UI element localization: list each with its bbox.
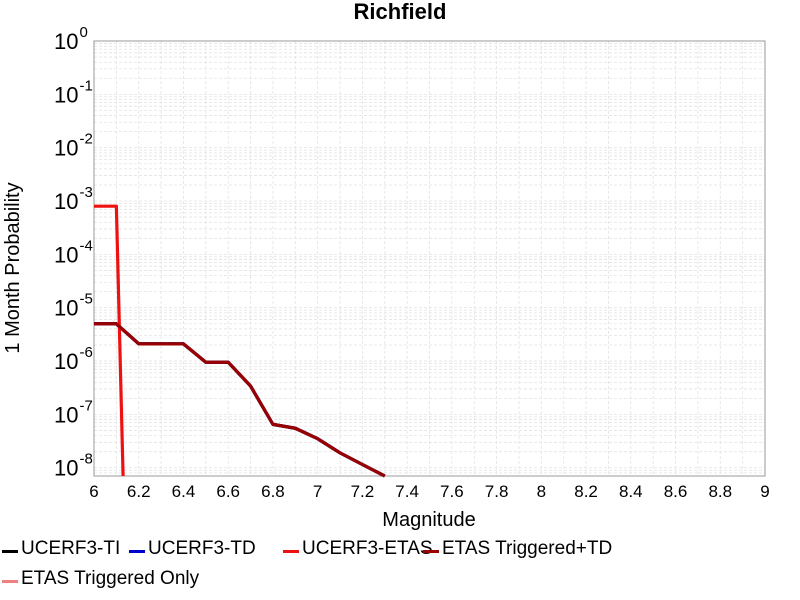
x-tick-label: 8.2 <box>574 482 598 501</box>
x-tick-label: 8.4 <box>619 482 643 501</box>
x-tick-label: 8.6 <box>664 482 688 501</box>
plot-area <box>93 40 766 477</box>
legend-item: UCERF3-TD <box>129 536 256 562</box>
y-tick-label: 10-7 <box>54 397 93 427</box>
x-tick-label: 7 <box>313 482 322 501</box>
legend-swatch <box>2 580 18 584</box>
grid-lines <box>93 41 766 477</box>
series-line-etas-triggered-td <box>94 322 386 478</box>
chart-title: Richfield <box>354 0 447 24</box>
series-line-ucerf3-etas <box>94 204 125 477</box>
legend-label: UCERF3-TD <box>148 538 256 559</box>
y-tick-label: 10-4 <box>54 237 93 267</box>
y-tick-label: 10-3 <box>54 184 93 214</box>
legend-swatch <box>129 550 145 554</box>
legend-swatch <box>283 550 299 554</box>
y-tick-label: 10-8 <box>54 451 93 481</box>
legend-label: ETAS Triggered+TD <box>442 538 613 559</box>
x-tick-label: 7.2 <box>351 482 375 501</box>
y-tick-label: 100 <box>54 24 88 54</box>
x-tick-label: 9 <box>760 482 769 501</box>
y-tick-label: 10-5 <box>54 291 93 321</box>
x-tick-label: 7.6 <box>440 482 464 501</box>
x-tick-label: 8 <box>537 482 546 501</box>
x-tick-label: 6 <box>89 482 98 501</box>
x-tick-label: 6.4 <box>172 482 196 501</box>
legend-swatch <box>2 550 18 554</box>
x-tick-label: 6.2 <box>127 482 151 501</box>
x-axis-label: Magnitude <box>382 509 475 531</box>
legend-item: ETAS Triggered Only <box>2 566 199 592</box>
probability-chart: Richfield 6 6.2 6.4 6.6 6.8 7 7.2 7.4 7.6 7.8 8 8.2… <box>2 0 770 531</box>
legend-item: ETAS Triggered+TD <box>423 536 612 562</box>
x-tick-label: 6.6 <box>216 482 240 501</box>
legend-label: UCERF3-TI <box>21 538 121 559</box>
x-tick-label: 6.8 <box>261 482 285 501</box>
y-axis-label: 1 Month Probability <box>2 182 24 353</box>
legend-swatch <box>423 550 439 554</box>
x-tick-label: 7.4 <box>395 482 419 501</box>
y-tick-label: 10-6 <box>54 344 93 374</box>
x-tick-label: 7.8 <box>485 482 509 501</box>
legend-item: UCERF3-ETAS <box>283 536 433 562</box>
legend-label: ETAS Triggered Only <box>21 568 200 589</box>
legend-label: UCERF3-ETAS <box>302 538 433 559</box>
series-lines <box>94 204 386 478</box>
x-tick-label: 8.8 <box>708 482 732 501</box>
y-tick-label: 10-1 <box>54 77 93 107</box>
legend-item: UCERF3-TI <box>2 536 120 562</box>
x-tick-labels: 6 6.2 6.4 6.6 6.8 7 7.2 7.4 7.6 7.8 8 8.2 8.4 8.6 8.8 9 <box>89 482 769 501</box>
y-tick-label: 10-2 <box>54 131 93 161</box>
y-tick-labels: 100 10-1 10-2 10-3 10-4 10-5 10-6 10-7 10-8 <box>54 24 93 481</box>
